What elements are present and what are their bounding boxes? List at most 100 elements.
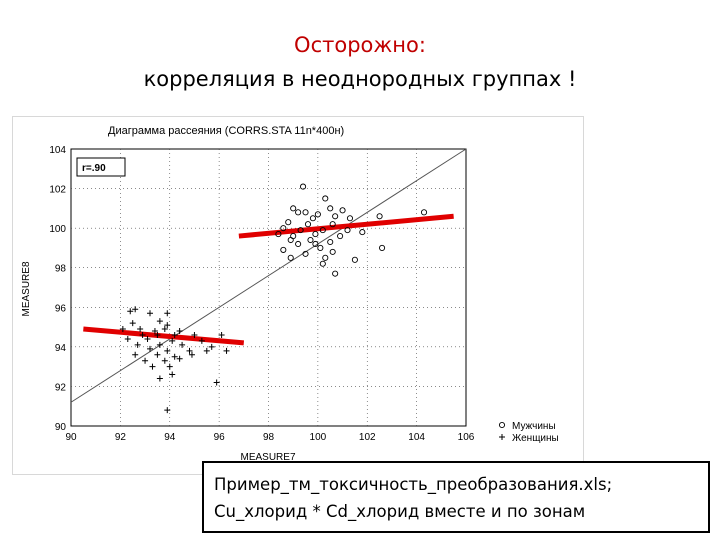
x-tick-label: 100 bbox=[310, 432, 327, 443]
data-point-women bbox=[164, 347, 171, 354]
data-point-women bbox=[134, 341, 141, 348]
source-note-box: Пример_тм_токсичность_преобразования.xls… bbox=[202, 461, 710, 533]
data-point-women bbox=[156, 318, 163, 325]
y-tick-label: 94 bbox=[55, 343, 67, 354]
scatter-chart: Диаграмма рассеяния (CORRS.STA 11n*400н)… bbox=[21, 125, 559, 463]
data-point-men bbox=[280, 225, 287, 232]
x-tick-label: 92 bbox=[115, 432, 127, 443]
data-point-men bbox=[317, 244, 324, 251]
slide-title: Осторожно: корреляция в неоднородных гру… bbox=[0, 28, 720, 96]
data-point-men bbox=[359, 229, 366, 236]
data-point-men bbox=[309, 215, 316, 222]
data-point-men bbox=[337, 233, 344, 240]
data-point-women bbox=[171, 353, 178, 360]
regression-lines bbox=[70, 148, 467, 403]
data-point-women bbox=[176, 328, 183, 335]
data-point-men bbox=[302, 209, 309, 216]
data-point-men bbox=[302, 250, 309, 257]
legend-plus-marker bbox=[499, 434, 505, 440]
group-regression-line bbox=[238, 213, 454, 239]
data-point-men bbox=[312, 231, 319, 238]
data-point-women bbox=[208, 343, 215, 350]
data-point-men bbox=[332, 270, 339, 277]
scatter-chart-panel: Диаграмма рассеяния (CORRS.STA 11n*400н)… bbox=[12, 116, 584, 475]
data-point-men bbox=[332, 213, 339, 220]
data-point-women bbox=[124, 335, 131, 342]
data-point-women bbox=[186, 347, 193, 354]
data-points bbox=[119, 183, 428, 414]
data-point-men bbox=[312, 240, 319, 248]
data-point-women bbox=[139, 331, 146, 338]
data-point-men bbox=[329, 221, 336, 228]
data-point-men bbox=[346, 215, 354, 222]
data-point-women bbox=[151, 328, 158, 335]
data-point-women bbox=[223, 347, 230, 354]
tick-layer: 90 92 94 96 98 100 102 104 106 90 92 94 96 98 100 102 10… bbox=[49, 145, 474, 443]
annotation-frame bbox=[76, 157, 126, 177]
y-tick-label: 100 bbox=[49, 224, 66, 235]
data-point-women bbox=[213, 379, 220, 386]
data-point-women bbox=[176, 355, 183, 362]
y-axis-label: MEASURE8 bbox=[21, 261, 32, 316]
data-point-men bbox=[322, 254, 329, 261]
data-point-women bbox=[169, 371, 176, 378]
data-point-men bbox=[307, 236, 314, 244]
y-tick-label: 104 bbox=[49, 145, 66, 156]
data-point-women bbox=[129, 320, 136, 327]
data-point-men bbox=[287, 236, 294, 244]
legend-label-women: Женщины bbox=[512, 433, 559, 444]
annotation-text: r=.90 bbox=[82, 163, 106, 174]
slide-title-line2: корреляция в неоднородных группах ! bbox=[143, 67, 577, 91]
data-point-women bbox=[164, 310, 171, 317]
data-point-men bbox=[376, 213, 383, 220]
data-point-men bbox=[327, 238, 334, 246]
data-point-men bbox=[275, 231, 282, 238]
overall-regression-line bbox=[70, 148, 467, 403]
data-point-women bbox=[154, 331, 161, 338]
x-tick-label: 104 bbox=[408, 432, 425, 443]
data-point-men bbox=[295, 209, 302, 216]
data-point-women bbox=[149, 363, 156, 370]
data-point-women bbox=[179, 341, 186, 348]
correlation-annotation: r=.90 bbox=[76, 157, 126, 177]
data-point-women bbox=[164, 322, 171, 329]
data-point-men bbox=[379, 244, 386, 251]
source-note-line2: Cu_хлорид * Cd_хлорид вместе и по зонам bbox=[214, 502, 586, 521]
data-point-women bbox=[127, 308, 134, 315]
data-point-women bbox=[198, 337, 205, 344]
x-tick-label: 90 bbox=[65, 432, 77, 443]
chart-title: Диаграмма рассеяния (CORRS.STA 11n*400н) bbox=[108, 125, 344, 137]
legend: Мужчины Женщины bbox=[498, 421, 559, 444]
data-point-men bbox=[290, 205, 297, 212]
data-point-men bbox=[319, 227, 326, 234]
data-point-women bbox=[188, 351, 195, 358]
y-tick-label: 102 bbox=[49, 185, 66, 196]
data-point-men bbox=[285, 219, 292, 226]
data-point-men bbox=[304, 221, 312, 228]
data-point-men bbox=[314, 211, 321, 218]
data-point-women bbox=[147, 345, 153, 352]
data-point-men bbox=[351, 256, 358, 263]
data-point-women bbox=[161, 357, 168, 364]
y-tick-label: 92 bbox=[55, 382, 67, 393]
data-point-men bbox=[295, 240, 302, 248]
data-point-women bbox=[119, 326, 126, 333]
data-point-women bbox=[166, 363, 173, 370]
y-tick-label: 98 bbox=[55, 264, 67, 275]
data-point-women bbox=[156, 341, 163, 348]
slide-title-line1: Осторожно: bbox=[294, 33, 426, 57]
data-point-men bbox=[420, 209, 428, 216]
data-point-men bbox=[322, 195, 329, 202]
plot-frame bbox=[70, 148, 467, 427]
data-point-men bbox=[280, 246, 287, 253]
data-point-men bbox=[287, 254, 294, 261]
data-point-women bbox=[191, 331, 198, 338]
data-point-women bbox=[171, 331, 178, 338]
data-point-women bbox=[142, 357, 149, 364]
data-point-women bbox=[161, 326, 168, 333]
data-point-women bbox=[147, 310, 153, 317]
legend-circle-marker bbox=[498, 421, 506, 429]
y-tick-label: 90 bbox=[55, 422, 67, 433]
data-point-men bbox=[297, 227, 304, 234]
data-point-women bbox=[164, 407, 171, 414]
